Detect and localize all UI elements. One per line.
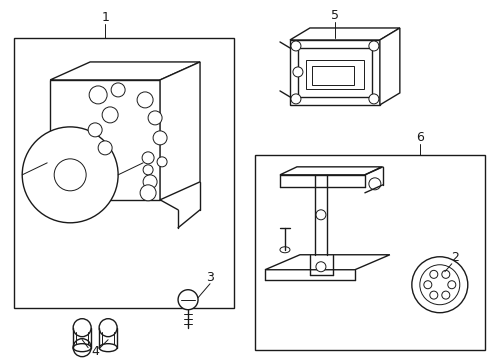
Circle shape	[315, 210, 325, 220]
Circle shape	[143, 175, 157, 189]
Circle shape	[423, 281, 431, 289]
Circle shape	[292, 67, 303, 77]
Circle shape	[99, 319, 117, 337]
Circle shape	[88, 123, 102, 137]
Circle shape	[178, 290, 198, 310]
Bar	[305, 60, 363, 89]
Circle shape	[411, 257, 467, 313]
Polygon shape	[264, 255, 389, 270]
Circle shape	[368, 41, 378, 51]
Circle shape	[98, 141, 112, 155]
Polygon shape	[379, 28, 399, 105]
Ellipse shape	[73, 344, 91, 352]
Circle shape	[137, 92, 153, 108]
Circle shape	[22, 127, 118, 223]
Polygon shape	[289, 40, 379, 105]
Polygon shape	[50, 62, 200, 80]
Ellipse shape	[280, 247, 289, 253]
Circle shape	[89, 86, 107, 104]
Circle shape	[441, 270, 449, 278]
Circle shape	[419, 265, 459, 305]
Polygon shape	[160, 62, 200, 200]
Circle shape	[447, 281, 455, 289]
Polygon shape	[50, 80, 160, 200]
Circle shape	[73, 339, 91, 357]
Text: 4: 4	[91, 345, 99, 358]
Circle shape	[290, 94, 300, 104]
Circle shape	[368, 94, 378, 104]
Circle shape	[140, 185, 156, 201]
Circle shape	[429, 291, 437, 299]
Polygon shape	[289, 28, 399, 40]
Text: 5: 5	[330, 9, 338, 22]
Bar	[311, 66, 353, 85]
Ellipse shape	[99, 344, 117, 352]
Text: 3: 3	[205, 271, 214, 284]
Circle shape	[429, 270, 437, 278]
Bar	[254, 155, 484, 350]
Circle shape	[290, 41, 300, 51]
Circle shape	[111, 83, 125, 97]
Text: 6: 6	[415, 131, 423, 144]
Circle shape	[142, 152, 154, 164]
Circle shape	[315, 262, 325, 272]
Polygon shape	[280, 167, 381, 175]
Circle shape	[102, 107, 118, 123]
Circle shape	[148, 111, 162, 125]
Bar	[297, 48, 371, 97]
Circle shape	[441, 291, 449, 299]
Circle shape	[368, 178, 380, 190]
Circle shape	[54, 159, 86, 191]
Text: 1: 1	[101, 12, 109, 24]
Circle shape	[143, 165, 153, 175]
Circle shape	[153, 131, 167, 145]
Bar	[14, 38, 234, 308]
Text: 2: 2	[450, 251, 458, 264]
Circle shape	[157, 157, 167, 167]
Circle shape	[73, 319, 91, 337]
